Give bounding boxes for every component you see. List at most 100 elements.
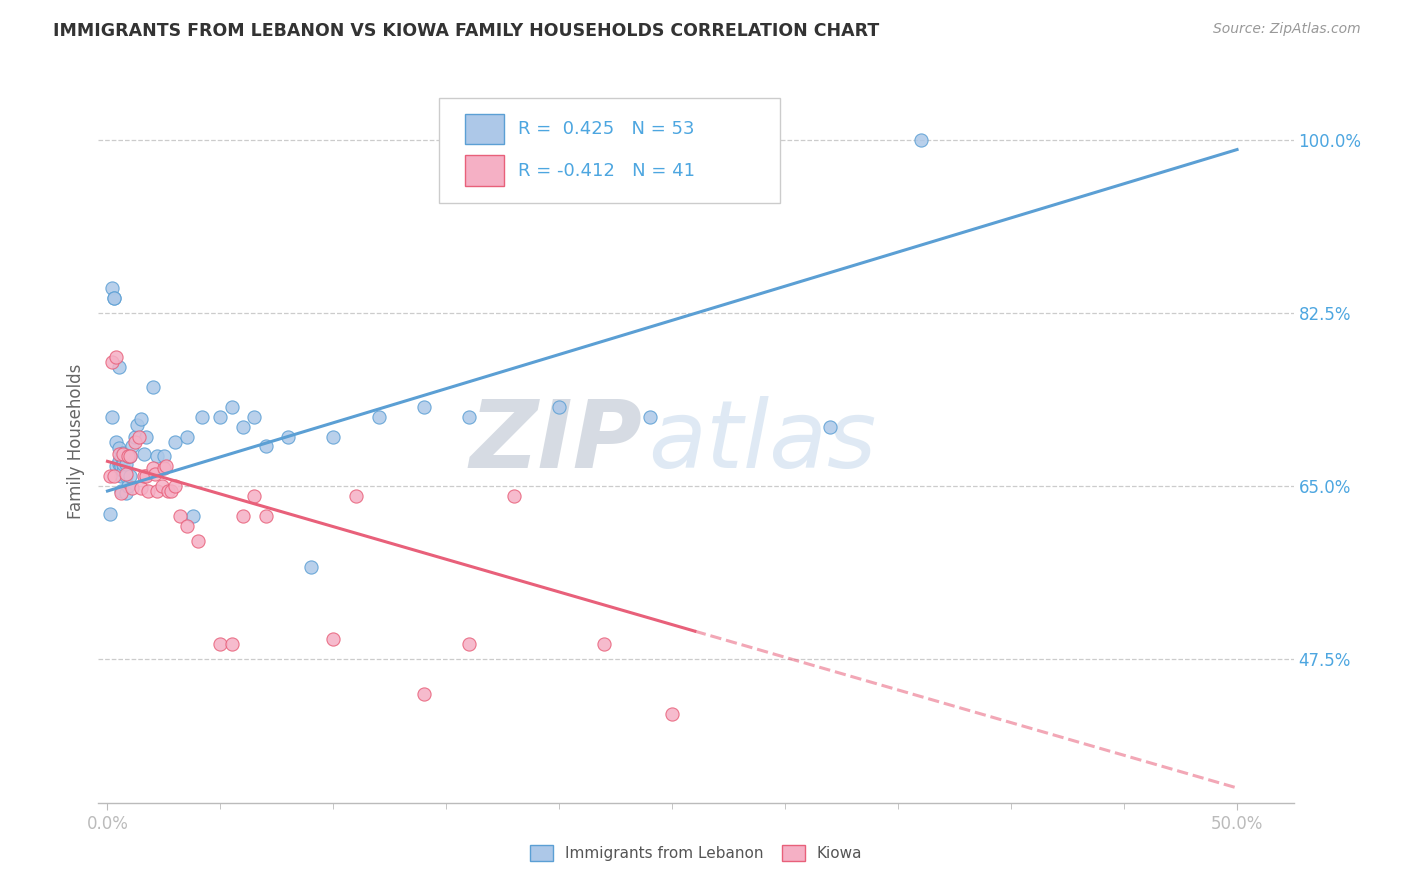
Point <box>176 429 198 443</box>
Point <box>277 429 299 443</box>
Point <box>142 461 165 475</box>
Y-axis label: Family Households: Family Households <box>66 364 84 519</box>
Point <box>157 483 180 498</box>
Point <box>132 447 155 461</box>
Point <box>820 419 842 434</box>
Point <box>209 637 232 651</box>
Point <box>110 459 132 474</box>
Point <box>910 133 932 147</box>
Point <box>661 706 683 721</box>
Point <box>107 442 129 456</box>
Point <box>101 281 124 295</box>
Point <box>124 434 146 449</box>
Point <box>187 533 209 548</box>
Point <box>143 467 166 482</box>
Point <box>107 454 129 468</box>
Point <box>105 434 128 449</box>
Point <box>118 450 141 464</box>
Point <box>181 508 204 523</box>
Point <box>135 469 157 483</box>
FancyBboxPatch shape <box>439 98 780 203</box>
Point <box>114 458 136 472</box>
Point <box>128 429 150 443</box>
Point <box>107 447 129 461</box>
Point <box>117 450 139 464</box>
Legend: Immigrants from Lebanon, Kiowa: Immigrants from Lebanon, Kiowa <box>523 839 869 867</box>
Point <box>131 411 153 425</box>
Point <box>114 469 136 483</box>
Point <box>412 687 434 701</box>
Point <box>458 637 481 651</box>
Point <box>112 464 135 478</box>
Point <box>110 469 132 483</box>
Text: Source: ZipAtlas.com: Source: ZipAtlas.com <box>1213 22 1361 37</box>
Point <box>153 461 176 475</box>
Point <box>98 469 121 483</box>
Text: R = -0.412   N = 41: R = -0.412 N = 41 <box>517 161 695 179</box>
Text: atlas: atlas <box>648 396 876 487</box>
Point <box>107 458 129 472</box>
Point <box>136 483 159 498</box>
Point <box>146 450 169 464</box>
Point <box>153 450 176 464</box>
Point <box>112 446 135 460</box>
FancyBboxPatch shape <box>465 113 503 144</box>
Point <box>322 632 344 647</box>
Point <box>150 479 173 493</box>
Point <box>176 518 198 533</box>
Point <box>191 409 214 424</box>
Point <box>142 380 165 394</box>
Point <box>165 434 187 449</box>
Point <box>107 360 129 375</box>
Text: R =  0.425   N = 53: R = 0.425 N = 53 <box>517 120 695 137</box>
Point <box>638 409 661 424</box>
Point <box>132 469 155 483</box>
Text: ZIP: ZIP <box>470 395 643 488</box>
Point <box>103 291 125 305</box>
FancyBboxPatch shape <box>465 155 503 186</box>
Point <box>114 486 136 500</box>
Point <box>105 459 128 474</box>
Point <box>458 409 481 424</box>
Point <box>110 483 132 498</box>
Point <box>322 429 344 443</box>
Point <box>112 458 135 472</box>
Point <box>101 409 124 424</box>
Point <box>118 450 141 464</box>
Point <box>125 417 148 432</box>
Point <box>299 560 322 574</box>
Point <box>243 489 266 503</box>
Point <box>412 400 434 414</box>
Point <box>103 469 125 483</box>
Point <box>98 507 121 521</box>
Point <box>105 351 128 365</box>
Text: IMMIGRANTS FROM LEBANON VS KIOWA FAMILY HOUSEHOLDS CORRELATION CHART: IMMIGRANTS FROM LEBANON VS KIOWA FAMILY … <box>53 22 880 40</box>
Point <box>124 429 146 443</box>
Point <box>232 508 254 523</box>
Point <box>110 450 132 464</box>
Point <box>367 409 389 424</box>
Point <box>155 459 177 474</box>
Point <box>169 508 191 523</box>
Point <box>121 481 143 495</box>
Point <box>159 483 181 498</box>
Point <box>254 508 277 523</box>
Point <box>243 409 266 424</box>
Point <box>344 489 367 503</box>
Point <box>131 481 153 495</box>
Point <box>121 440 143 454</box>
Point <box>112 447 135 461</box>
Point <box>135 429 157 443</box>
Point <box>117 479 139 493</box>
Point <box>165 479 187 493</box>
Point <box>103 291 125 305</box>
Point <box>110 486 132 500</box>
Point <box>221 637 243 651</box>
Point <box>114 467 136 482</box>
Point <box>593 637 616 651</box>
Point <box>548 400 571 414</box>
Point <box>254 440 277 454</box>
Point <box>232 419 254 434</box>
Point <box>146 483 169 498</box>
Point <box>221 400 243 414</box>
